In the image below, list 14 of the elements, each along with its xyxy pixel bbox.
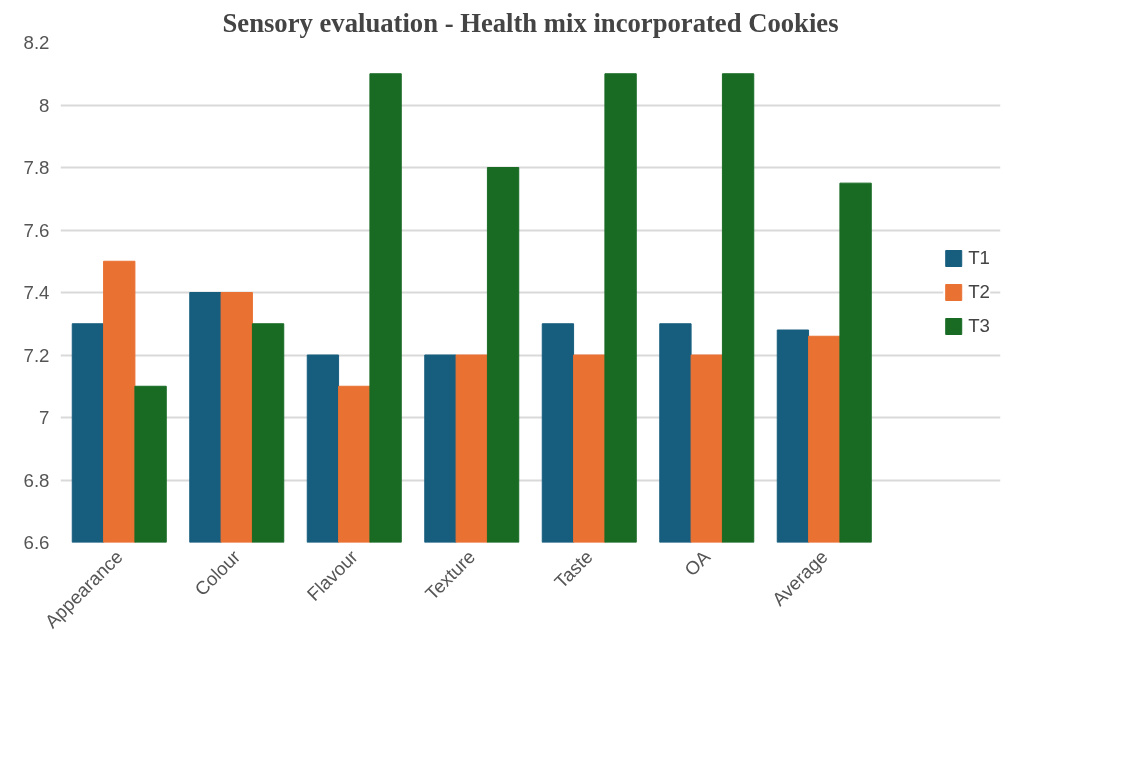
legend-label: T2 [968, 281, 990, 303]
y-tick-label: 8 [39, 94, 50, 116]
y-tick-label: 7.4 [23, 282, 50, 303]
y-tick-label: 7 [39, 407, 50, 428]
x-tick-label: OA [680, 545, 715, 580]
legend-label: T3 [968, 315, 990, 337]
legend-label: T1 [968, 247, 990, 269]
y-tick-label: 6.8 [23, 469, 50, 491]
chart-title: Sensory evaluation - Health mix incorporated Cookies [222, 7, 839, 38]
y-tick-label: 6.6 [23, 532, 50, 553]
y-tick-label: 7.2 [23, 344, 50, 366]
y-tick-label: 7.6 [23, 219, 50, 241]
y-tick-label: 8.2 [23, 32, 50, 53]
y-tick-label: 7.8 [23, 157, 50, 178]
